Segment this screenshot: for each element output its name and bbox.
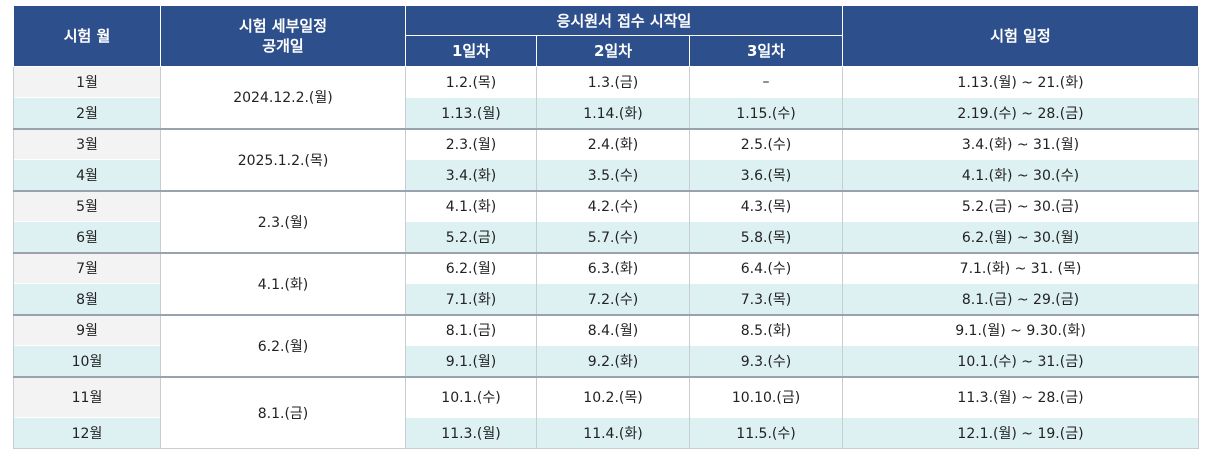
cell-day2: 6.3.(화) [536, 251, 690, 284]
table-row: 8월 7.1.(화) 7.2.(수) 7.3.(목) 8.1.(금) ~ 29.… [13, 283, 1199, 315]
cell-day3: 6.4.(수) [689, 251, 843, 284]
header-release-line2: 공개일 [262, 37, 304, 55]
exam-schedule-table-wrapper: 시험 월 시험 세부일정 공개일 응시원서 접수 시작일 시험 일정 1일차 2… [13, 5, 1199, 449]
cell-day1: 10.1.(수) [405, 375, 537, 418]
cell-exam-period: 2.19.(수) ~ 28.(금) [842, 97, 1199, 129]
cell-month: 1월 [13, 66, 161, 98]
cell-day1: 1.13.(월) [405, 97, 537, 129]
cell-exam-period: 6.2.(월) ~ 30.(월) [842, 221, 1199, 253]
table-row: 1월 2024.12.2.(월) 1.2.(목) 1.3.(금) – 1.13.… [13, 66, 1199, 129]
cell-release-date: 4.1.(화) [160, 251, 406, 315]
cell-day3: 2.5.(수) [689, 127, 843, 160]
table-row: 10월 9.1.(월) 9.2.(화) 9.3.(수) 10.1.(수) ~ 3… [13, 345, 1199, 377]
cell-release-date: 2.3.(월) [160, 189, 406, 253]
cell-day2: 7.2.(수) [536, 283, 690, 315]
cell-day1: 8.1.(금) [405, 313, 537, 346]
cell-day1: 4.1.(화) [405, 189, 537, 222]
cell-month: 11월 [13, 375, 161, 418]
table-row: 2월 1.13.(월) 1.14.(화) 1.15.(수) 2.19.(수) ~… [13, 97, 1199, 129]
cell-day1: 11.3.(월) [405, 417, 537, 449]
cell-month: 3월 [13, 127, 161, 160]
cell-exam-period: 4.1.(화) ~ 30.(수) [842, 159, 1199, 191]
cell-day1: 3.4.(화) [405, 159, 537, 191]
exam-schedule-table: 시험 월 시험 세부일정 공개일 응시원서 접수 시작일 시험 일정 1일차 2… [13, 5, 1199, 449]
cell-day2: 2.4.(화) [536, 127, 690, 160]
cell-release-date: 8.1.(금) [160, 375, 406, 449]
cell-day2: 1.14.(화) [536, 97, 690, 129]
cell-month: 9월 [13, 313, 161, 346]
cell-month: 2월 [13, 97, 161, 129]
header-month: 시험 월 [13, 5, 161, 67]
table-row: 7월 4.1.(화) 6.2.(월) 6.3.(화) 6.4.(수) 7.1.(… [13, 251, 1199, 315]
cell-month: 4월 [13, 159, 161, 191]
cell-day2: 1.3.(금) [536, 66, 690, 98]
cell-release-date: 2024.12.2.(월) [160, 66, 406, 129]
cell-day3: 11.5.(수) [689, 417, 843, 449]
cell-day3: 8.5.(화) [689, 313, 843, 346]
cell-month: 5월 [13, 189, 161, 222]
cell-exam-period: 12.1.(월) ~ 19.(금) [842, 417, 1199, 449]
cell-day1: 6.2.(월) [405, 251, 537, 284]
cell-release-date: 2025.1.2.(목) [160, 127, 406, 191]
table-row: 3월 2025.1.2.(목) 2.3.(월) 2.4.(화) 2.5.(수) … [13, 127, 1199, 191]
cell-exam-period: 8.1.(금) ~ 29.(금) [842, 283, 1199, 315]
table-row: 9월 6.2.(월) 8.1.(금) 8.4.(월) 8.5.(화) 9.1.(… [13, 313, 1199, 377]
cell-day3: 3.6.(목) [689, 159, 843, 191]
header-day2: 2일차 [536, 35, 690, 67]
table-row: 12월 11.3.(월) 11.4.(화) 11.5.(수) 12.1.(월) … [13, 417, 1199, 449]
cell-day3: 5.8.(목) [689, 221, 843, 253]
cell-exam-period: 1.13.(월) ~ 21.(화) [842, 66, 1199, 98]
cell-month: 10월 [13, 345, 161, 377]
cell-release-date: 6.2.(월) [160, 313, 406, 377]
cell-day1: 1.2.(목) [405, 66, 537, 98]
header-application-start: 응시원서 접수 시작일 [405, 5, 843, 36]
header-release-date: 시험 세부일정 공개일 [160, 5, 406, 67]
table-row: 5월 2.3.(월) 4.1.(화) 4.2.(수) 4.3.(목) 5.2.(… [13, 189, 1199, 253]
cell-exam-period: 5.2.(금) ~ 30.(금) [842, 189, 1199, 222]
cell-day2: 10.2.(목) [536, 375, 690, 418]
cell-exam-period: 11.3.(월) ~ 28.(금) [842, 375, 1199, 418]
header-exam-schedule: 시험 일정 [842, 5, 1199, 67]
cell-exam-period: 10.1.(수) ~ 31.(금) [842, 345, 1199, 377]
header-day3: 3일차 [689, 35, 843, 67]
cell-exam-period: 9.1.(월) ~ 9.30.(화) [842, 313, 1199, 346]
cell-exam-period: 7.1.(화) ~ 31. (목) [842, 251, 1199, 284]
cell-day2: 11.4.(화) [536, 417, 690, 449]
cell-day3: 4.3.(목) [689, 189, 843, 222]
cell-day1: 2.3.(월) [405, 127, 537, 160]
header-day1: 1일차 [405, 35, 537, 67]
header-release-line1: 시험 세부일정 [238, 17, 328, 35]
cell-day1: 9.1.(월) [405, 345, 537, 377]
cell-day3: 7.3.(목) [689, 283, 843, 315]
cell-day3: – [689, 66, 843, 98]
cell-day2: 4.2.(수) [536, 189, 690, 222]
cell-day2: 8.4.(월) [536, 313, 690, 346]
cell-day3: 1.15.(수) [689, 97, 843, 129]
table-row: 11월 8.1.(금) 10.1.(수) 10.2.(목) 10.10.(금) … [13, 375, 1199, 449]
cell-exam-period: 3.4.(화) ~ 31.(월) [842, 127, 1199, 160]
cell-day3: 10.10.(금) [689, 375, 843, 418]
cell-day3: 9.3.(수) [689, 345, 843, 377]
cell-month: 8월 [13, 283, 161, 315]
table-row: 4월 3.4.(화) 3.5.(수) 3.6.(목) 4.1.(화) ~ 30.… [13, 159, 1199, 191]
cell-day2: 9.2.(화) [536, 345, 690, 377]
cell-day2: 5.7.(수) [536, 221, 690, 253]
cell-month: 12월 [13, 417, 161, 449]
cell-month: 6월 [13, 221, 161, 253]
cell-month: 7월 [13, 251, 161, 284]
cell-day1: 7.1.(화) [405, 283, 537, 315]
table-row: 6월 5.2.(금) 5.7.(수) 5.8.(목) 6.2.(월) ~ 30.… [13, 221, 1199, 253]
cell-day2: 3.5.(수) [536, 159, 690, 191]
cell-day1: 5.2.(금) [405, 221, 537, 253]
